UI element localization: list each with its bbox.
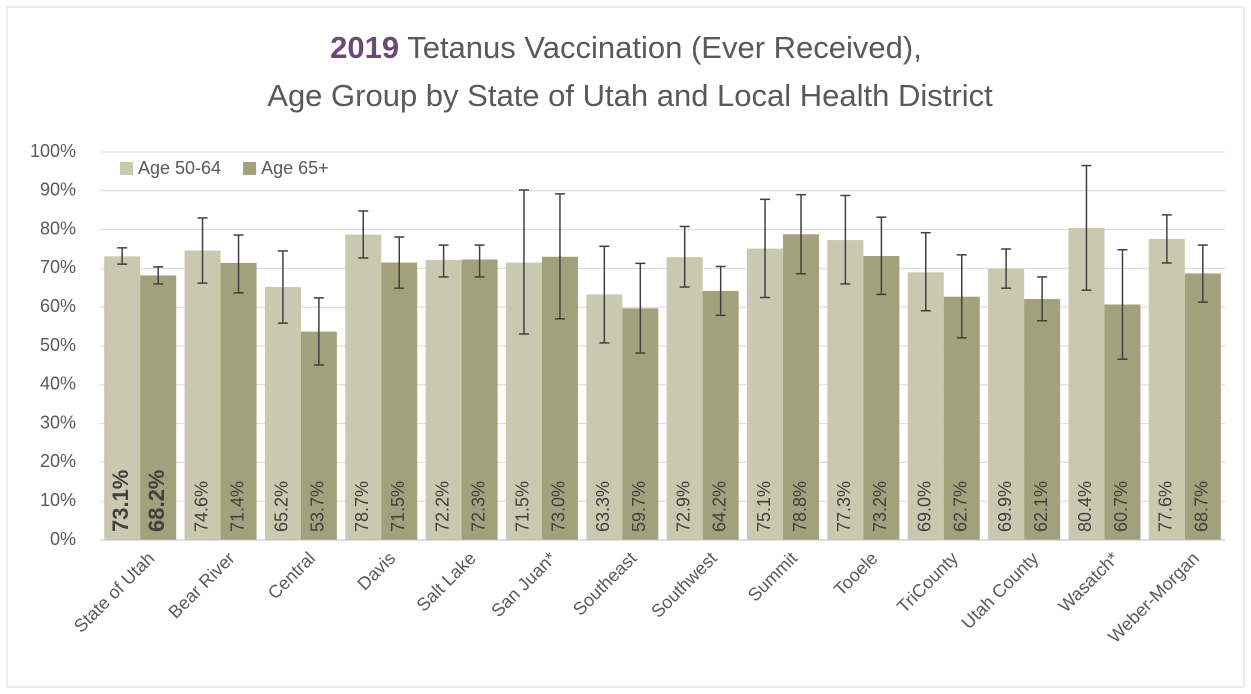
y-tick-label: 90% (40, 180, 76, 200)
bar (300, 331, 337, 540)
value-label: 72.3% (468, 481, 488, 532)
legend-label: Age 65+ (261, 158, 329, 178)
value-label: 68.7% (1192, 481, 1212, 532)
y-tick-label: 100% (30, 141, 76, 161)
value-label: 60.7% (1111, 481, 1131, 532)
error-bar (554, 193, 565, 320)
bar (345, 234, 382, 541)
bar (220, 262, 257, 540)
bar (863, 255, 900, 540)
error-bar (876, 216, 887, 296)
bar (264, 287, 301, 540)
error-bar (956, 254, 967, 339)
error-bar (313, 297, 324, 366)
error-bar (599, 245, 610, 344)
value-label: 62.1% (1031, 481, 1051, 532)
value-label: 74.6% (191, 481, 211, 532)
title-text: Tetanus Vaccination (Ever Received), (407, 30, 922, 65)
error-bar (394, 236, 405, 289)
bar (381, 262, 418, 540)
y-tick-label: 30% (40, 412, 76, 432)
value-label: 63.3% (593, 481, 613, 532)
bar (1024, 299, 1061, 540)
bar (827, 240, 864, 541)
error-bar (1037, 276, 1048, 322)
bar (666, 257, 703, 540)
value-label: 59.7% (629, 481, 649, 532)
bar (783, 234, 820, 541)
value-label: 73.2% (870, 481, 890, 532)
y-tick-label: 40% (40, 374, 76, 394)
value-label: 62.7% (951, 481, 971, 532)
value-label: 77.3% (834, 481, 854, 532)
value-label: 78.7% (352, 481, 372, 532)
bar (104, 256, 141, 540)
value-label: 75.1% (754, 481, 774, 532)
error-bar (1001, 248, 1012, 289)
value-label: 71.5% (513, 481, 533, 532)
value-label: 71.4% (227, 481, 247, 532)
error-bar (796, 193, 807, 275)
error-bar (358, 210, 369, 259)
value-label: 80.4% (1075, 481, 1095, 532)
value-label: 73.0% (549, 481, 569, 532)
error-bar (117, 247, 128, 265)
legend-swatch (243, 162, 257, 175)
error-bar (233, 234, 244, 294)
y-tick-label: 20% (40, 451, 76, 471)
error-bar (474, 244, 485, 278)
error-bar (438, 244, 449, 278)
error-bar (1161, 214, 1172, 264)
bar (140, 275, 177, 540)
error-bar (1117, 249, 1128, 360)
y-tick-label: 0% (50, 529, 76, 549)
bar (184, 250, 221, 540)
error-bar (760, 198, 771, 299)
value-label: 73.1% (108, 470, 133, 532)
error-bar (153, 266, 164, 285)
chart-title: 2019 Tetanus Vaccination (Ever Received)… (330, 30, 922, 65)
y-tick-label: 70% (40, 257, 76, 277)
bar (907, 272, 944, 540)
error-bar (1081, 164, 1092, 291)
value-label: 77.6% (1156, 481, 1176, 532)
value-label: 68.2% (144, 470, 169, 532)
title-year: 2019 (330, 30, 399, 65)
error-bar (679, 225, 690, 288)
value-label: 64.2% (709, 481, 729, 532)
value-label: 65.2% (272, 481, 292, 532)
error-bar (1197, 244, 1208, 303)
error-bar (197, 217, 208, 284)
bar (702, 290, 739, 540)
error-bar (920, 231, 931, 312)
bar (1184, 273, 1221, 540)
bar (425, 259, 462, 540)
bar (1148, 238, 1185, 541)
value-label: 69.0% (915, 481, 935, 532)
value-label: 69.9% (995, 481, 1015, 532)
error-bar (518, 189, 529, 335)
y-tick-label: 10% (40, 490, 76, 510)
y-tick-label: 60% (40, 296, 76, 316)
value-label: 53.7% (308, 481, 328, 532)
error-bar (715, 265, 726, 317)
error-bar (840, 194, 851, 285)
bar (461, 259, 498, 540)
value-label: 72.2% (432, 481, 452, 532)
chart-subtitle: Age Group by State of Utah and Local Hea… (267, 78, 993, 113)
y-tick-label: 50% (40, 335, 76, 355)
error-bar (635, 262, 646, 354)
value-label: 78.8% (790, 481, 810, 532)
error-bar (277, 250, 288, 324)
legend-label: Age 50-64 (138, 158, 221, 178)
legend-swatch (120, 162, 133, 175)
value-label: 72.9% (673, 481, 693, 532)
value-label: 71.5% (388, 481, 408, 532)
bar (988, 268, 1025, 540)
y-tick-label: 80% (40, 218, 76, 238)
